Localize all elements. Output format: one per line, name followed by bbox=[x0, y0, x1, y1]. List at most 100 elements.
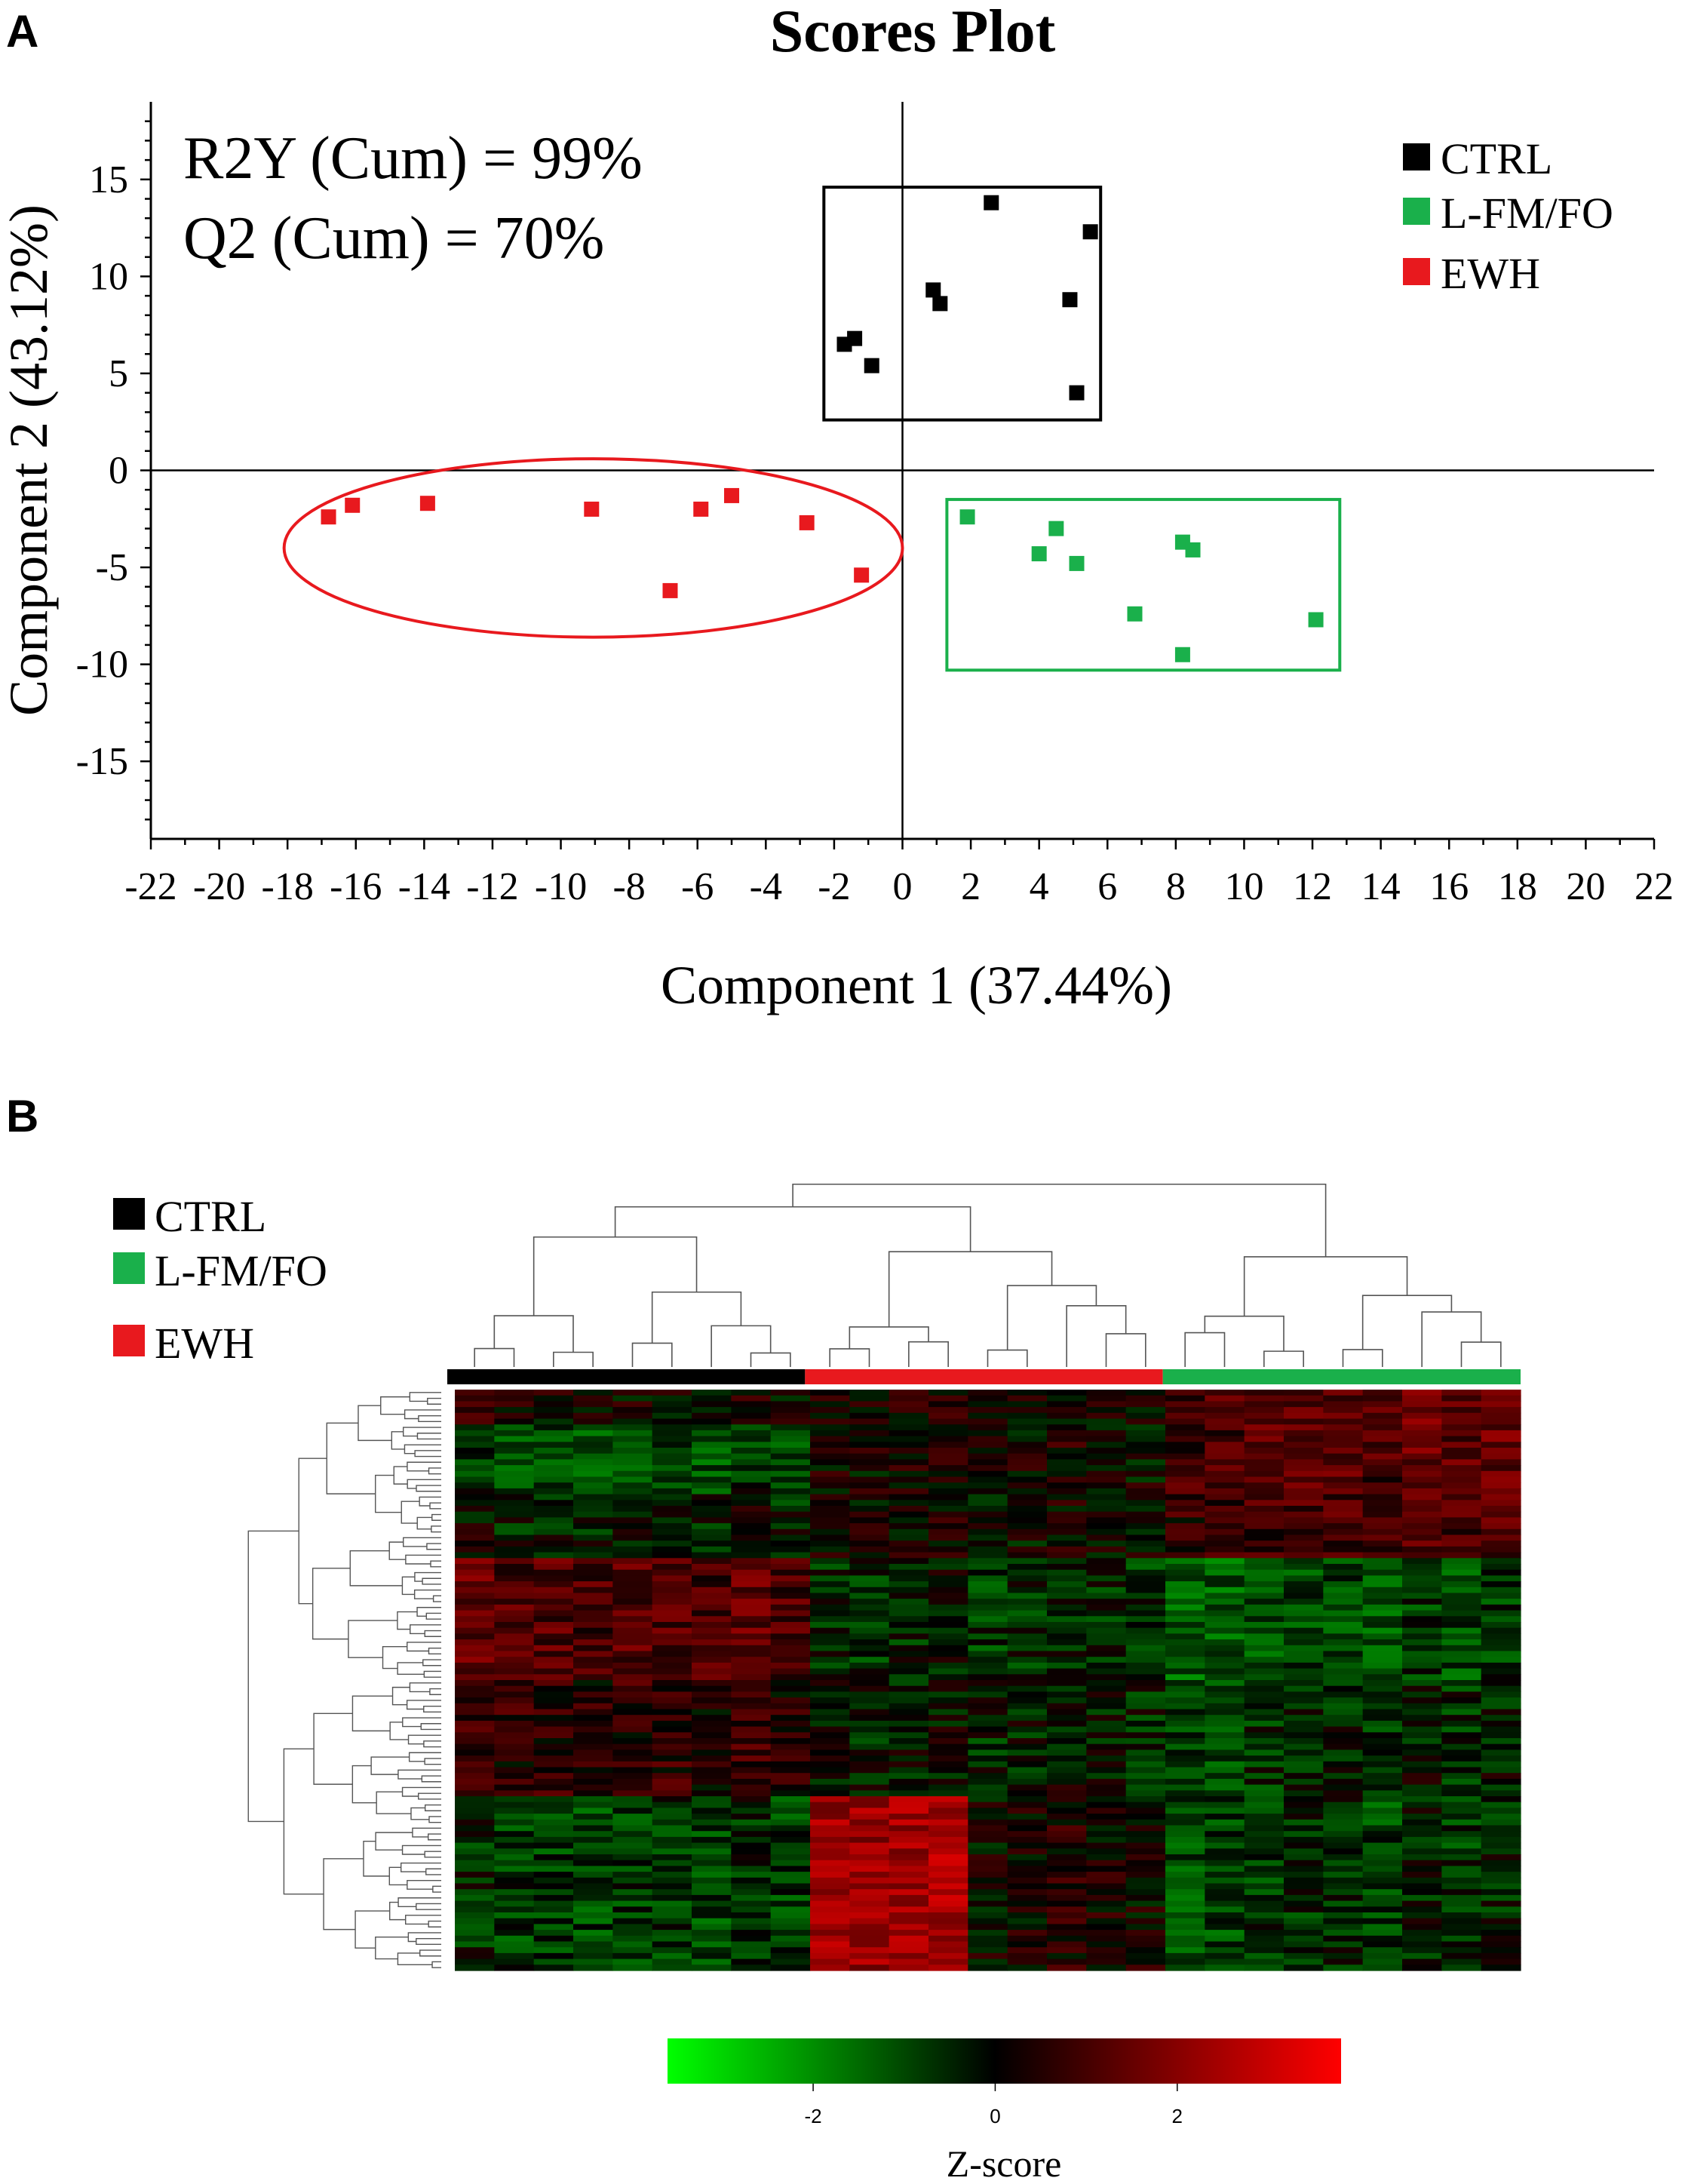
data-point bbox=[1082, 224, 1098, 240]
heatmap-cell bbox=[849, 1575, 890, 1582]
heatmap-cell bbox=[494, 1448, 535, 1454]
heatmap-cell bbox=[1047, 1627, 1087, 1634]
heatmap-cell bbox=[1205, 1448, 1245, 1454]
heatmap-cell bbox=[770, 1448, 811, 1454]
row-dendrogram-branch bbox=[405, 1915, 441, 1925]
heatmap-cell bbox=[1402, 1912, 1442, 1919]
heatmap-cell bbox=[1323, 1680, 1364, 1687]
heatmap-cell bbox=[1402, 1680, 1442, 1687]
heatmap-cell bbox=[928, 1459, 968, 1466]
heatmap-cell bbox=[533, 1506, 574, 1513]
heatmap-cell bbox=[849, 1877, 890, 1885]
dendrogram-branch bbox=[651, 1291, 742, 1344]
heatmap-cell bbox=[612, 1412, 653, 1420]
heatmap-cell bbox=[573, 1767, 613, 1774]
heatmap-cell bbox=[1284, 1528, 1324, 1536]
heatmap-cell bbox=[455, 1743, 495, 1750]
heatmap-cell bbox=[849, 1889, 890, 1896]
heatmap-cell bbox=[810, 1488, 850, 1495]
heatmap-cell bbox=[1402, 1494, 1442, 1501]
heatmap-cell bbox=[1047, 1604, 1087, 1611]
heatmap-cell bbox=[1362, 1627, 1403, 1634]
heatmap-cell bbox=[1402, 1616, 1442, 1623]
heatmap-cell bbox=[1402, 1500, 1442, 1507]
heatmap-cell bbox=[455, 1715, 495, 1722]
heatmap-cell bbox=[612, 1528, 653, 1536]
heatmap-cell bbox=[1362, 1500, 1403, 1507]
heatmap-cell bbox=[1362, 1528, 1403, 1536]
heatmap-cell bbox=[810, 1651, 850, 1657]
heatmap-cell bbox=[652, 1645, 692, 1652]
heatmap-cell bbox=[1125, 1964, 1166, 1971]
heatmap-cell bbox=[652, 1906, 692, 1913]
heatmap-cell bbox=[928, 1546, 968, 1553]
legend-swatch bbox=[113, 1325, 145, 1356]
heatmap-cell bbox=[849, 1412, 890, 1420]
heatmap-cell bbox=[612, 1476, 653, 1483]
heatmap-cell bbox=[770, 1546, 811, 1553]
heatmap-cell bbox=[889, 1697, 929, 1704]
heatmap-cell bbox=[692, 1448, 732, 1454]
heatmap-cell bbox=[731, 1866, 772, 1872]
heatmap-cell bbox=[968, 1552, 1008, 1559]
heatmap-cell bbox=[810, 1831, 850, 1838]
heatmap-cell bbox=[1284, 1540, 1324, 1547]
row-dendrogram-branch bbox=[427, 1397, 441, 1405]
heatmap-cell bbox=[1441, 1958, 1482, 1965]
heatmap-cell bbox=[494, 1883, 535, 1890]
heatmap-cell bbox=[1402, 1540, 1442, 1547]
row-dendrogram-branch bbox=[430, 1560, 441, 1568]
heatmap-cell bbox=[1481, 1511, 1521, 1518]
heatmap-cell bbox=[1125, 1720, 1166, 1728]
heatmap-cell bbox=[455, 1726, 495, 1733]
heatmap-cell bbox=[968, 1668, 1008, 1675]
heatmap-cell bbox=[968, 1442, 1008, 1448]
heatmap-cell bbox=[455, 1436, 495, 1442]
heatmap-cell bbox=[455, 1645, 495, 1652]
heatmap-cell bbox=[1205, 1952, 1245, 1960]
heatmap-cell bbox=[770, 1528, 811, 1536]
heatmap-cell bbox=[1284, 1941, 1324, 1948]
heatmap-cell bbox=[731, 1558, 772, 1565]
heatmap-cell bbox=[1047, 1749, 1087, 1756]
heatmap-cell bbox=[1481, 1900, 1521, 1907]
heatmap-cell bbox=[968, 1738, 1008, 1745]
row-dendrogram-branch bbox=[428, 1647, 441, 1655]
heatmap-cell bbox=[889, 1488, 929, 1495]
heatmap-cell bbox=[1402, 1726, 1442, 1733]
heatmap-cell bbox=[1007, 1633, 1048, 1640]
heatmap-cell bbox=[612, 1767, 653, 1774]
heatmap-cell bbox=[1441, 1534, 1482, 1541]
heatmap-cell bbox=[692, 1952, 732, 1960]
heatmap-cell bbox=[1284, 1831, 1324, 1838]
heatmap-cell bbox=[692, 1662, 732, 1669]
heatmap-cell bbox=[612, 1424, 653, 1431]
heatmap-cell bbox=[573, 1726, 613, 1733]
heatmap-cell bbox=[770, 1848, 811, 1855]
heatmap-cell bbox=[1481, 1395, 1521, 1402]
heatmap-cell bbox=[1402, 1814, 1442, 1820]
heatmap-cell bbox=[652, 1715, 692, 1722]
heatmap-cell bbox=[1284, 1662, 1324, 1669]
heatmap-cell bbox=[1007, 1790, 1048, 1797]
heatmap-cell bbox=[1284, 1622, 1324, 1629]
heatmap-cell bbox=[692, 1627, 732, 1634]
heatmap-cell bbox=[928, 1796, 968, 1803]
heatmap-cell bbox=[1165, 1604, 1205, 1611]
heatmap-cell bbox=[692, 1720, 732, 1728]
heatmap-cell bbox=[810, 1610, 850, 1617]
heatmap-cell bbox=[533, 1947, 574, 1954]
heatmap-cell bbox=[455, 1500, 495, 1507]
heatmap-cell bbox=[1125, 1848, 1166, 1855]
heatmap-cell bbox=[692, 1691, 732, 1698]
heatmap-cell bbox=[1402, 1511, 1442, 1518]
heatmap-cell bbox=[849, 1935, 890, 1943]
heatmap-cell bbox=[770, 1738, 811, 1745]
heatmap-cell bbox=[533, 1511, 574, 1518]
heatmap-cell bbox=[1205, 1494, 1245, 1501]
heatmap-cell bbox=[1441, 1703, 1482, 1710]
heatmap-cell bbox=[770, 1726, 811, 1733]
row-dendrogram-branch bbox=[397, 1662, 425, 1675]
heatmap-cell bbox=[1362, 1599, 1403, 1605]
heatmap-cell bbox=[1402, 1930, 1442, 1937]
